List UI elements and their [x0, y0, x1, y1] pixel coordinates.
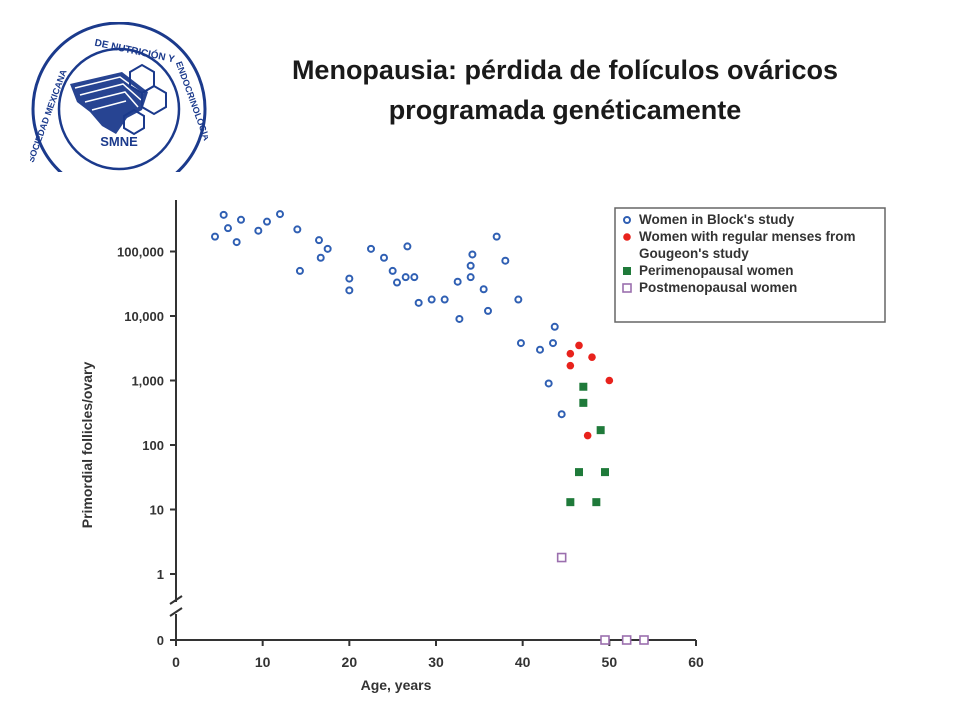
- data-point-series-1: [388, 266, 397, 275]
- data-point-series-1: [345, 274, 354, 283]
- data-point-series-4: [639, 635, 649, 645]
- data-point-series-1: [514, 295, 523, 304]
- smne-seal-icon: SMNE DE NUTRICIÓN Y SOCIEDAD MEXICANA EN…: [30, 22, 208, 172]
- y-tick-label: 100: [142, 438, 164, 453]
- data-point-series-3: [596, 426, 605, 435]
- data-point-series-1: [403, 242, 412, 251]
- data-point-series-1: [295, 266, 304, 275]
- data-point-series-2: [566, 361, 575, 370]
- data-point-series-1: [484, 306, 492, 315]
- legend-box: [614, 207, 886, 323]
- legend-label-2: Gougeon's study: [639, 246, 749, 261]
- data-point-series-1: [455, 314, 464, 323]
- data-point-series-1: [393, 278, 401, 287]
- data-point-series-1: [410, 273, 419, 282]
- y-tick-label: 10: [150, 503, 164, 518]
- data-point-series-1: [492, 232, 501, 241]
- data-point-series-1: [237, 215, 245, 224]
- follicle-chart: 0 1 10 100 1,000 10,000 100,000 0 10 20 30 40 50 60 Ag…: [79, 200, 886, 693]
- y-tick-label: 1: [157, 567, 164, 582]
- legend-label-4: Postmenopausal women: [639, 280, 797, 295]
- y-axis-label: Primordial follicles/ovary: [79, 362, 95, 529]
- legend-label-3: Perimenopausal women: [639, 263, 794, 278]
- data-point-series-3: [566, 498, 575, 507]
- data-point-series-3: [601, 468, 609, 477]
- data-point-series-1: [219, 210, 228, 219]
- data-point-series-1: [549, 339, 557, 348]
- slide-title-line-2: programada genéticamente: [388, 95, 742, 125]
- data-point-series-1: [544, 379, 553, 388]
- data-point-series-2: [583, 431, 592, 440]
- smne-logo: SMNE DE NUTRICIÓN Y SOCIEDAD MEXICANA EN…: [30, 22, 208, 172]
- y-tick-label: 10,000: [124, 309, 164, 324]
- slide-title-line-1: Menopausia: pérdida de folículos ovárico…: [291, 55, 839, 85]
- data-point-series-2: [575, 341, 583, 350]
- x-tick-label: 40: [515, 654, 531, 670]
- data-point-series-1: [414, 298, 423, 307]
- legend-label-1: Women in Block's study: [639, 212, 795, 227]
- data-point-series-1: [453, 277, 462, 286]
- legend-marker-3: [623, 267, 631, 275]
- data-point-series-1: [536, 345, 544, 354]
- data-point-series-1: [323, 244, 332, 253]
- data-point-series-1: [516, 339, 525, 348]
- data-point-series-1: [550, 322, 559, 331]
- data-point-series-3: [592, 498, 601, 507]
- data-point-series-2: [605, 376, 614, 385]
- chart-axes: 0 1 10 100 1,000 10,000 100,000 0 10 20 30 40 50 60 Ag…: [79, 200, 704, 693]
- data-point-series-1: [557, 410, 566, 419]
- data-point-series-1: [263, 217, 271, 226]
- y-tick-label: 1,000: [131, 374, 164, 389]
- axis-break-mark: [169, 607, 183, 617]
- data-point-series-1: [401, 273, 410, 282]
- data-point-series-1: [315, 236, 323, 245]
- data-point-series-1: [293, 225, 302, 234]
- data-point-series-1: [316, 253, 325, 262]
- data-point-series-4: [600, 635, 610, 645]
- x-tick-label: 50: [602, 654, 618, 670]
- axis-break-mark: [169, 595, 183, 605]
- x-tick-label: 10: [255, 654, 271, 670]
- data-point-series-1: [440, 295, 449, 304]
- x-tick-label: 60: [688, 654, 704, 670]
- chart-points: [211, 210, 649, 645]
- x-axis-label: Age, years: [361, 677, 432, 693]
- data-point-series-3: [575, 468, 583, 477]
- data-point-series-1: [345, 286, 354, 295]
- x-tick-label: 30: [428, 654, 444, 670]
- data-point-series-1: [224, 224, 232, 233]
- data-point-series-1: [380, 253, 388, 262]
- data-point-series-1: [466, 273, 475, 282]
- data-point-series-3: [579, 382, 588, 391]
- data-point-series-1: [479, 285, 488, 294]
- data-point-series-2: [566, 349, 575, 358]
- data-point-series-1: [276, 210, 284, 219]
- slide-title: Menopausia: pérdida de folículos ovárico…: [225, 50, 905, 130]
- legend-marker-4: [622, 283, 632, 293]
- y-tick-label: 0: [157, 633, 164, 648]
- data-point-series-1: [501, 256, 510, 265]
- x-tick-label: 20: [342, 654, 358, 670]
- x-tick-label: 0: [172, 654, 180, 670]
- data-point-series-4: [621, 635, 632, 645]
- data-point-series-1: [211, 232, 219, 241]
- data-point-series-4: [556, 552, 567, 563]
- legend-marker-2: [623, 233, 631, 241]
- data-point-series-1: [466, 261, 475, 270]
- legend-label-2: Women with regular menses from: [639, 229, 856, 244]
- data-point-series-1: [367, 244, 375, 253]
- data-point-series-1: [254, 226, 263, 235]
- data-point-series-2: [588, 353, 596, 361]
- data-point-series-1: [232, 238, 241, 247]
- legend-marker-1: [623, 216, 631, 224]
- data-point-series-1: [468, 250, 477, 259]
- data-point-series-3: [579, 398, 588, 407]
- logo-center-text: SMNE: [100, 134, 138, 149]
- data-point-series-1: [427, 295, 436, 304]
- y-tick-label: 100,000: [117, 245, 164, 260]
- chart-legend: Women in Block's study Women with regular…: [614, 207, 886, 323]
